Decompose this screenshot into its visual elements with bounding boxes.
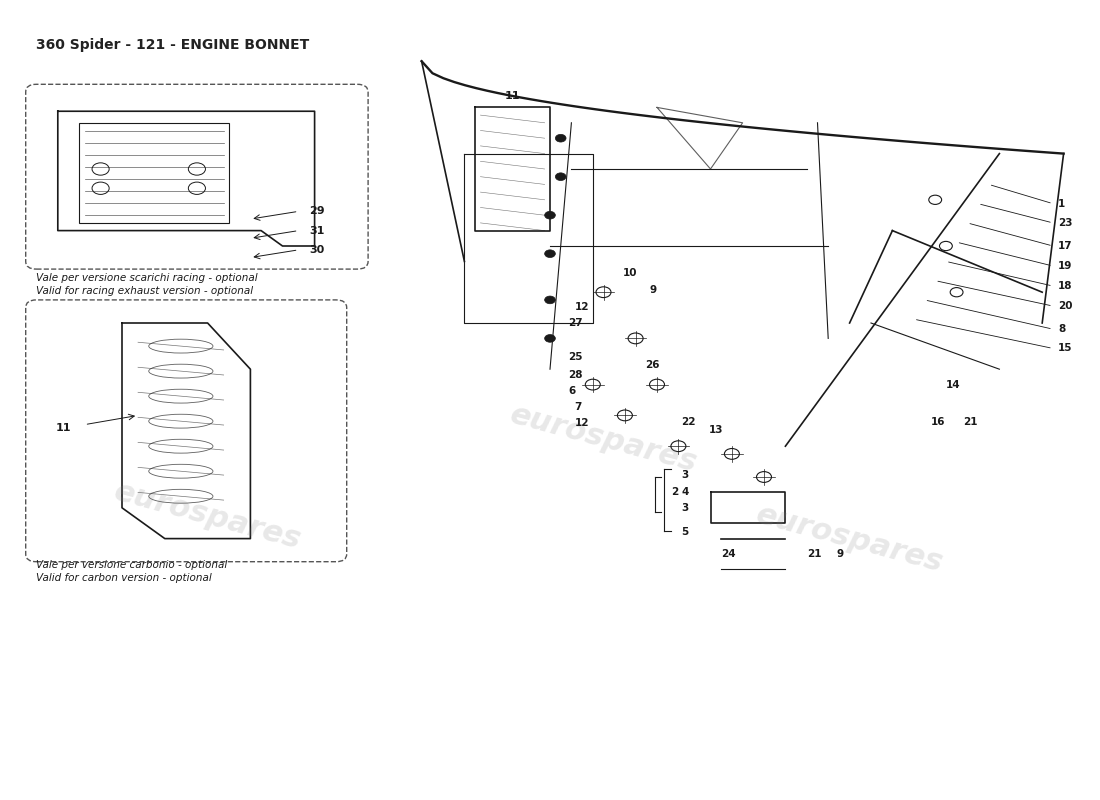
Text: 12: 12	[574, 418, 590, 428]
FancyBboxPatch shape	[25, 300, 346, 562]
Text: 18: 18	[1058, 281, 1072, 291]
Text: 8: 8	[1058, 324, 1066, 334]
Text: 11: 11	[56, 423, 72, 434]
Text: 21: 21	[806, 549, 822, 559]
Text: 5: 5	[682, 527, 689, 538]
Text: 26: 26	[646, 359, 660, 370]
Circle shape	[544, 296, 556, 304]
Text: 3: 3	[682, 470, 689, 481]
Text: 14: 14	[946, 379, 960, 390]
Text: 16: 16	[931, 418, 945, 427]
Text: 11: 11	[505, 91, 520, 101]
Text: 15: 15	[1058, 343, 1072, 354]
Text: 27: 27	[569, 318, 583, 328]
Text: eurospares: eurospares	[111, 477, 305, 554]
Text: 22: 22	[682, 418, 696, 427]
Text: 1: 1	[1058, 198, 1066, 209]
Text: 30: 30	[309, 245, 324, 255]
Circle shape	[556, 134, 566, 142]
Text: 25: 25	[569, 352, 583, 362]
Text: 12: 12	[574, 302, 590, 312]
Text: 9: 9	[837, 549, 844, 559]
Text: 20: 20	[1058, 301, 1072, 311]
Text: 24: 24	[722, 549, 736, 559]
Text: Vale per versione scarichi racing - optional: Vale per versione scarichi racing - opti…	[36, 273, 258, 283]
Text: 4: 4	[682, 486, 689, 497]
Text: 10: 10	[623, 268, 637, 278]
Text: 3: 3	[682, 502, 689, 513]
Text: 19: 19	[1058, 261, 1072, 271]
Circle shape	[544, 211, 556, 219]
Text: 31: 31	[309, 226, 324, 235]
Text: eurospares: eurospares	[507, 399, 701, 478]
Text: 7: 7	[574, 402, 582, 412]
Text: eurospares: eurospares	[752, 500, 946, 578]
Text: 13: 13	[708, 425, 723, 435]
Text: Vale per versione carbonio - optional: Vale per versione carbonio - optional	[36, 560, 228, 570]
Text: 6: 6	[569, 386, 575, 396]
FancyBboxPatch shape	[25, 84, 368, 269]
Text: 17: 17	[1058, 241, 1072, 251]
Text: 23: 23	[1058, 218, 1072, 228]
Text: Valid for carbon version - optional: Valid for carbon version - optional	[36, 574, 212, 583]
Text: 29: 29	[309, 206, 324, 216]
Text: 9: 9	[649, 285, 657, 295]
Text: 28: 28	[569, 370, 583, 380]
Text: 21: 21	[962, 418, 978, 427]
Circle shape	[556, 173, 566, 181]
Circle shape	[544, 334, 556, 342]
Text: 2: 2	[671, 486, 679, 497]
Text: 360 Spider - 121 - ENGINE BONNET: 360 Spider - 121 - ENGINE BONNET	[36, 38, 310, 52]
Circle shape	[544, 250, 556, 258]
Text: Valid for racing exhaust version - optional: Valid for racing exhaust version - optio…	[36, 286, 253, 296]
